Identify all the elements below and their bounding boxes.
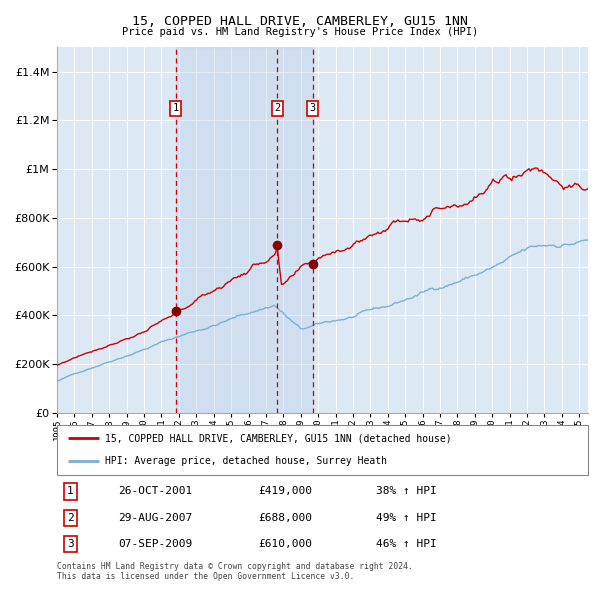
Text: 49% ↑ HPI: 49% ↑ HPI [376, 513, 436, 523]
Text: Price paid vs. HM Land Registry's House Price Index (HPI): Price paid vs. HM Land Registry's House … [122, 27, 478, 37]
Text: £688,000: £688,000 [259, 513, 313, 523]
Text: £419,000: £419,000 [259, 486, 313, 496]
Text: Contains HM Land Registry data © Crown copyright and database right 2024.: Contains HM Land Registry data © Crown c… [57, 562, 413, 571]
Text: 07-SEP-2009: 07-SEP-2009 [118, 539, 193, 549]
Text: 38% ↑ HPI: 38% ↑ HPI [376, 486, 436, 496]
FancyBboxPatch shape [57, 425, 588, 475]
Text: 15, COPPED HALL DRIVE, CAMBERLEY, GU15 1NN: 15, COPPED HALL DRIVE, CAMBERLEY, GU15 1… [132, 15, 468, 28]
Text: 3: 3 [310, 103, 316, 113]
Bar [176, 47, 313, 413]
Text: 2: 2 [67, 513, 74, 523]
Text: 46% ↑ HPI: 46% ↑ HPI [376, 539, 436, 549]
Text: 3: 3 [67, 539, 74, 549]
Text: £610,000: £610,000 [259, 539, 313, 549]
Text: 15, COPPED HALL DRIVE, CAMBERLEY, GU15 1NN (detached house): 15, COPPED HALL DRIVE, CAMBERLEY, GU15 1… [105, 433, 451, 443]
Text: 29-AUG-2007: 29-AUG-2007 [118, 513, 193, 523]
Text: 1: 1 [173, 103, 179, 113]
Text: 2: 2 [274, 103, 281, 113]
Text: This data is licensed under the Open Government Licence v3.0.: This data is licensed under the Open Gov… [57, 572, 355, 581]
Text: HPI: Average price, detached house, Surrey Heath: HPI: Average price, detached house, Surr… [105, 457, 387, 467]
Text: 1: 1 [67, 486, 74, 496]
Text: 26-OCT-2001: 26-OCT-2001 [118, 486, 193, 496]
